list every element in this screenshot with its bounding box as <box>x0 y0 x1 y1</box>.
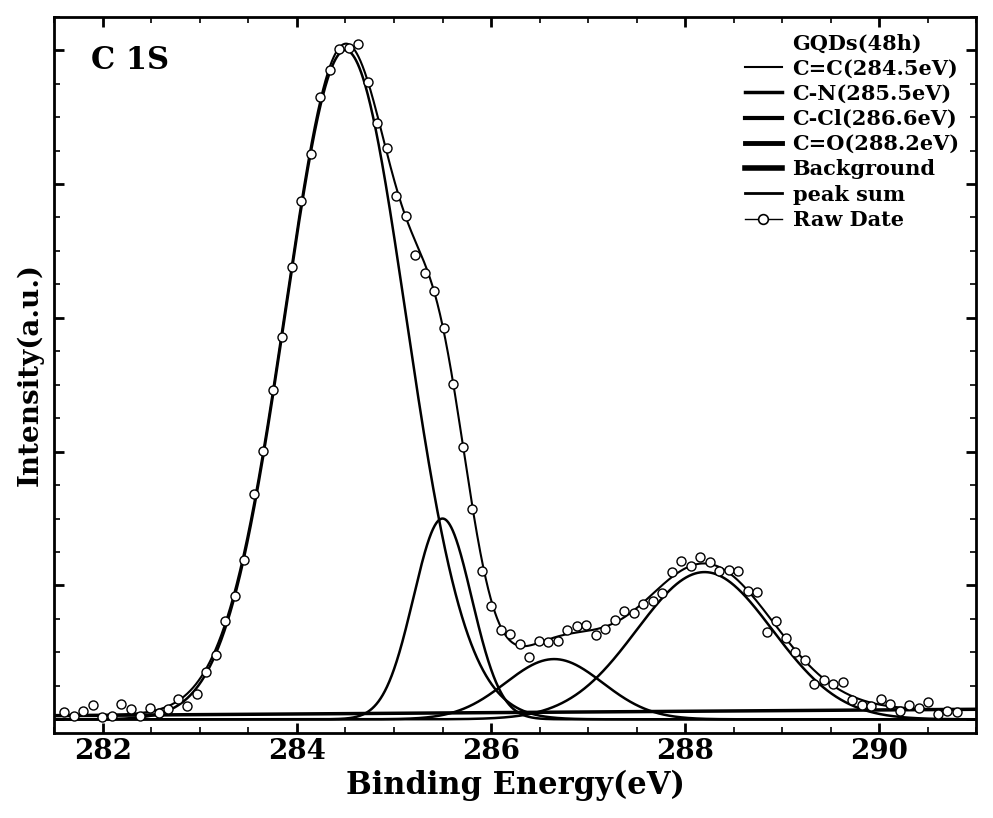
Legend: GQDs(48h), C=C(284.5eV), C-N(285.5eV), C-Cl(286.6eV), C=O(288.2eV), Background, : GQDs(48h), C=C(284.5eV), C-N(285.5eV), C… <box>739 27 966 236</box>
Text: C 1S: C 1S <box>91 45 170 76</box>
Y-axis label: Intensity(a.u.): Intensity(a.u.) <box>17 263 44 486</box>
X-axis label: Binding Energy(eV): Binding Energy(eV) <box>346 770 685 802</box>
